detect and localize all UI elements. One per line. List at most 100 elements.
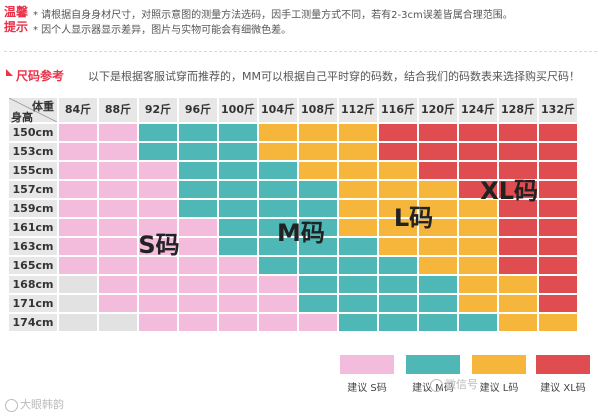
size-cell [458, 237, 498, 256]
size-cell [418, 218, 458, 237]
size-cell [458, 123, 498, 142]
size-cell [298, 313, 338, 332]
size-cell [538, 199, 578, 218]
size-cell [298, 256, 338, 275]
size-cell [218, 218, 258, 237]
size-cell [418, 180, 458, 199]
size-cell [378, 142, 418, 161]
height-header: 153cm [8, 142, 58, 161]
size-cell [418, 256, 458, 275]
notice-label-tip: 提示 [4, 20, 29, 34]
size-cell [378, 256, 418, 275]
size-cell [218, 180, 258, 199]
notice-block: 温馨 提示 * 请根据自身身材尺寸，对照示意图的测量方法选码，因手工测量方式不同… [0, 0, 601, 44]
size-cell [378, 237, 418, 256]
size-cell [378, 180, 418, 199]
size-region-label-m: M码 [277, 219, 325, 248]
size-cell [538, 256, 578, 275]
size-cell [498, 313, 538, 332]
size-cell [418, 199, 458, 218]
size-cell [258, 218, 298, 237]
height-header: 150cm [8, 123, 58, 142]
size-cell [218, 199, 258, 218]
size-cell [458, 275, 498, 294]
height-header: 168cm [8, 275, 58, 294]
legend-swatch-m [406, 355, 460, 374]
size-cell [338, 237, 378, 256]
size-cell [498, 237, 538, 256]
size-cell [338, 161, 378, 180]
size-cell [378, 123, 418, 142]
size-cell [298, 218, 338, 237]
weight-header: 112斤 [338, 97, 378, 123]
size-cell [98, 180, 138, 199]
watermark-text-left: 大眼韩韵 [20, 398, 64, 411]
size-cell [258, 294, 298, 313]
section-divider [4, 51, 597, 52]
size-cell [98, 275, 138, 294]
height-header: 155cm [8, 161, 58, 180]
watermark-bottom-right: 微信号 [430, 376, 478, 392]
height-header: 157cm [8, 180, 58, 199]
weight-header: 128斤 [498, 97, 538, 123]
size-cell [538, 180, 578, 199]
weight-header: 120斤 [418, 97, 458, 123]
size-cell [498, 294, 538, 313]
size-cell [178, 313, 218, 332]
size-cell [218, 313, 258, 332]
size-cell [298, 142, 338, 161]
size-cell [258, 237, 298, 256]
size-cell [498, 275, 538, 294]
size-cell [58, 218, 98, 237]
size-cell [138, 142, 178, 161]
legend-swatch-xl [536, 355, 590, 374]
size-cell [178, 237, 218, 256]
corner-header: 体重 身高 [8, 97, 58, 124]
size-cell [338, 275, 378, 294]
size-cell [498, 256, 538, 275]
size-cell [538, 237, 578, 256]
weight-header: 100斤 [218, 97, 258, 123]
size-cell [258, 161, 298, 180]
size-cell [138, 256, 178, 275]
size-cell [98, 237, 138, 256]
size-cell [98, 142, 138, 161]
weight-header: 96斤 [178, 97, 218, 123]
size-cell [378, 313, 418, 332]
legend-label-l: 建议 L码 [479, 383, 519, 394]
size-cell [258, 256, 298, 275]
size-cell [418, 313, 458, 332]
size-cell [338, 199, 378, 218]
size-cell [538, 123, 578, 142]
size-cell [458, 142, 498, 161]
legend-label-xl: 建议 XL码 [540, 383, 586, 394]
size-cell [298, 180, 338, 199]
size-cell [458, 313, 498, 332]
size-cell [178, 199, 218, 218]
size-region-label-s: S码 [138, 231, 180, 260]
legend-swatch-s [340, 355, 394, 374]
size-cell [258, 199, 298, 218]
size-cell [58, 275, 98, 294]
height-header: 165cm [8, 256, 58, 275]
size-region-label-x: XL码 [480, 176, 538, 205]
size-cell [58, 294, 98, 313]
size-cell [178, 161, 218, 180]
legend-label-s: 建议 S码 [347, 383, 387, 394]
size-cell [218, 275, 258, 294]
size-cell [378, 275, 418, 294]
size-cell [218, 256, 258, 275]
height-header: 159cm [8, 199, 58, 218]
height-header: 174cm [8, 313, 58, 332]
size-cell [338, 256, 378, 275]
size-cell [58, 237, 98, 256]
size-cell [58, 161, 98, 180]
size-cell [298, 275, 338, 294]
size-cell [138, 237, 178, 256]
watermark-bottom-left: 大眼韩韵 [5, 396, 64, 412]
section-description: 以下是根据客服试穿而推荐的，MM可以根据自己平时穿的码数，结合我们的码数表来选择… [88, 70, 580, 83]
size-cell [498, 142, 538, 161]
corner-weight-label: 体重 [32, 100, 54, 113]
size-cell [258, 275, 298, 294]
size-cell [138, 180, 178, 199]
